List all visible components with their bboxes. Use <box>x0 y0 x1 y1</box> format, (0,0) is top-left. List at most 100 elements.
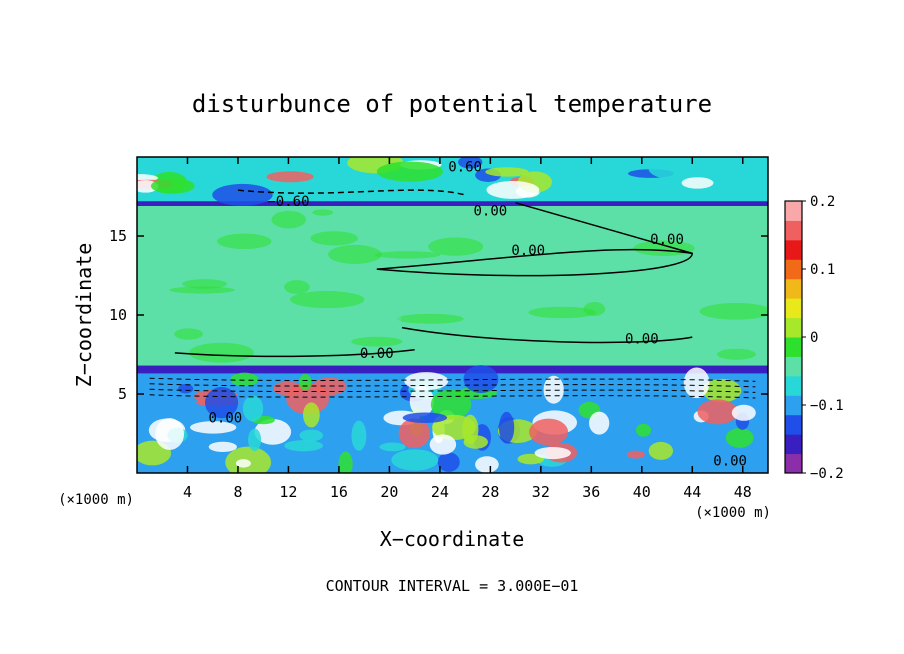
field-blob <box>589 411 610 435</box>
field-blob <box>683 367 710 399</box>
field-blob <box>284 280 310 295</box>
x-tick-label: 48 <box>734 483 752 501</box>
field-blob <box>217 233 272 250</box>
contour-line <box>174 349 415 358</box>
field-blob <box>351 420 367 451</box>
field-blob <box>310 231 358 246</box>
field-blob <box>662 286 706 305</box>
colorbar-swatch <box>785 317 802 338</box>
x-tick-label: 36 <box>582 483 600 501</box>
field-blob <box>627 209 693 220</box>
field-blob <box>486 180 540 199</box>
x-unit-right: (×1000 m) <box>695 505 771 521</box>
field-blob <box>678 250 720 268</box>
y-axis: 5 10 15 <box>109 227 768 403</box>
colorbar-swatch <box>785 375 802 396</box>
field-blob <box>303 402 320 428</box>
colorbar-tick-label: −0.2 <box>810 466 844 482</box>
field-blob <box>178 383 194 394</box>
colorbar-swatch <box>785 395 802 416</box>
field-blob <box>225 446 272 473</box>
field-blob <box>254 419 292 445</box>
field-blob <box>626 450 645 459</box>
field-blob <box>150 178 195 194</box>
field-blob <box>230 372 259 387</box>
field-blob <box>204 387 239 419</box>
field-region-2 <box>137 365 768 374</box>
x-tick-label: 40 <box>633 483 651 501</box>
field-blob <box>648 441 674 460</box>
field-blob <box>485 167 529 177</box>
contour-line <box>401 326 693 344</box>
field-blob <box>338 451 353 473</box>
field-blob <box>456 303 526 322</box>
field-blob <box>731 404 756 421</box>
field-blob <box>402 412 448 423</box>
field-blob <box>528 306 597 319</box>
colorbar-swatch <box>785 356 802 377</box>
colorbar-swatch <box>785 278 802 299</box>
field-blob <box>697 399 738 425</box>
colorbar-swatch <box>785 220 802 241</box>
contour-lines <box>149 189 756 399</box>
field-blob <box>391 449 439 471</box>
field-blob <box>312 209 334 216</box>
field-blob <box>251 270 309 279</box>
colorbar-swatch <box>785 434 802 455</box>
contour-label-7: 0.00 <box>208 411 242 427</box>
x-axis-label: X−coordinate <box>380 527 525 551</box>
colorbar-swatch <box>785 337 802 357</box>
field-blob <box>499 411 515 444</box>
x-tick-label: 8 <box>233 483 242 501</box>
field-blob <box>463 435 488 449</box>
x-tick-label: 12 <box>279 483 297 501</box>
field-blob <box>212 183 273 206</box>
field-blob <box>543 375 564 404</box>
colorbar-swatch <box>785 201 802 221</box>
field-blob <box>534 447 571 460</box>
field-blob <box>137 238 204 247</box>
field-blob <box>351 336 403 347</box>
colorbar-swatch <box>785 239 802 260</box>
field-blob <box>517 453 545 465</box>
field-blob <box>648 158 696 180</box>
colorbar-tick-label: −0.1 <box>810 398 844 414</box>
field-blob <box>432 414 476 441</box>
field-blob <box>681 177 714 189</box>
colorbar-swatch <box>785 298 802 319</box>
field-blob <box>699 303 768 320</box>
contour-label-0: 0.60 <box>448 159 482 175</box>
contour-line <box>237 189 466 196</box>
x-tick-label: 24 <box>431 483 449 501</box>
field-blob <box>429 434 457 455</box>
field-blob <box>155 418 185 450</box>
colorbar-swatch <box>785 259 802 280</box>
y-axis-label: Z−coordinate <box>72 243 96 388</box>
field-blob <box>567 346 596 359</box>
field-blob <box>235 459 251 468</box>
field-blob <box>362 308 402 330</box>
field-blob <box>328 244 382 264</box>
field-blob <box>242 395 264 422</box>
y-tick-label: 10 <box>109 306 127 324</box>
y-tick-label: 15 <box>109 227 127 245</box>
x-unit-left: (×1000 m) <box>58 492 134 508</box>
field-blob <box>174 328 203 340</box>
field-blob <box>539 348 561 358</box>
field-blob <box>271 210 306 229</box>
contour-interval-note: CONTOUR INTERVAL = 3.000E−01 <box>326 577 579 595</box>
field-blob <box>463 365 499 394</box>
field-blob <box>299 429 324 442</box>
x-axis: 4 8 12 16 20 24 28 32 36 40 44 48 <box>183 157 752 501</box>
field-blob <box>284 440 323 452</box>
field-blob <box>731 223 765 232</box>
contour-label-2: 0.00 <box>474 204 508 220</box>
field-blob <box>428 237 484 256</box>
field-blob <box>266 171 314 183</box>
field-blob <box>169 286 235 294</box>
contour-label-3: 0.00 <box>511 243 545 259</box>
x-tick-label: 28 <box>481 483 499 501</box>
field-blob <box>374 251 441 259</box>
field-blob <box>437 452 460 472</box>
